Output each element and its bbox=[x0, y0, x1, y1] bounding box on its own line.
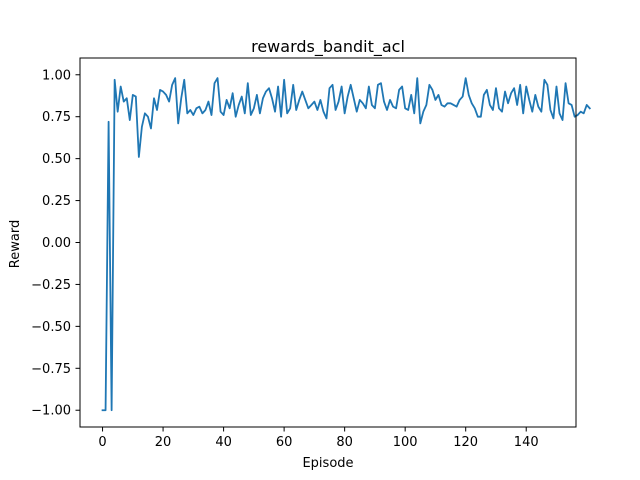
y-tick-label: 1.00 bbox=[42, 68, 71, 83]
y-tick-label: −0.75 bbox=[31, 362, 71, 377]
y-tick-label: 0.50 bbox=[42, 152, 71, 167]
plot-area bbox=[101, 77, 592, 412]
y-axis-label: Reward bbox=[8, 220, 23, 268]
x-tick-label: 100 bbox=[393, 435, 418, 450]
x-tick-label: 60 bbox=[276, 435, 293, 450]
x-tick-label: 40 bbox=[215, 435, 232, 450]
x-tick-label: 0 bbox=[98, 435, 106, 450]
y-tick-label: −0.50 bbox=[31, 320, 71, 335]
y-tick-label: 0.25 bbox=[42, 194, 71, 209]
y-tick-label: −1.00 bbox=[31, 404, 71, 419]
y-tick-label: 0.75 bbox=[42, 110, 71, 125]
x-tick-label: 140 bbox=[514, 435, 539, 450]
y-tick-label: 0.00 bbox=[42, 236, 71, 251]
x-tick-label: 80 bbox=[336, 435, 353, 450]
x-axis-label: Episode bbox=[302, 456, 353, 471]
series-line bbox=[101, 77, 592, 412]
x-tick-label: 120 bbox=[453, 435, 478, 450]
y-tick-label: −0.25 bbox=[31, 278, 71, 293]
x-axis-ticks: 0 20 40 60 80 100 120 140 bbox=[98, 427, 539, 450]
chart-title: rewards_bandit_acl bbox=[251, 37, 405, 57]
y-axis-ticks: −1.00 −0.75 −0.50 −0.25 0.00 0.25 0.50 0.75 1.00 bbox=[31, 68, 80, 419]
x-tick-label: 20 bbox=[155, 435, 172, 450]
plot-frame bbox=[79, 57, 577, 428]
